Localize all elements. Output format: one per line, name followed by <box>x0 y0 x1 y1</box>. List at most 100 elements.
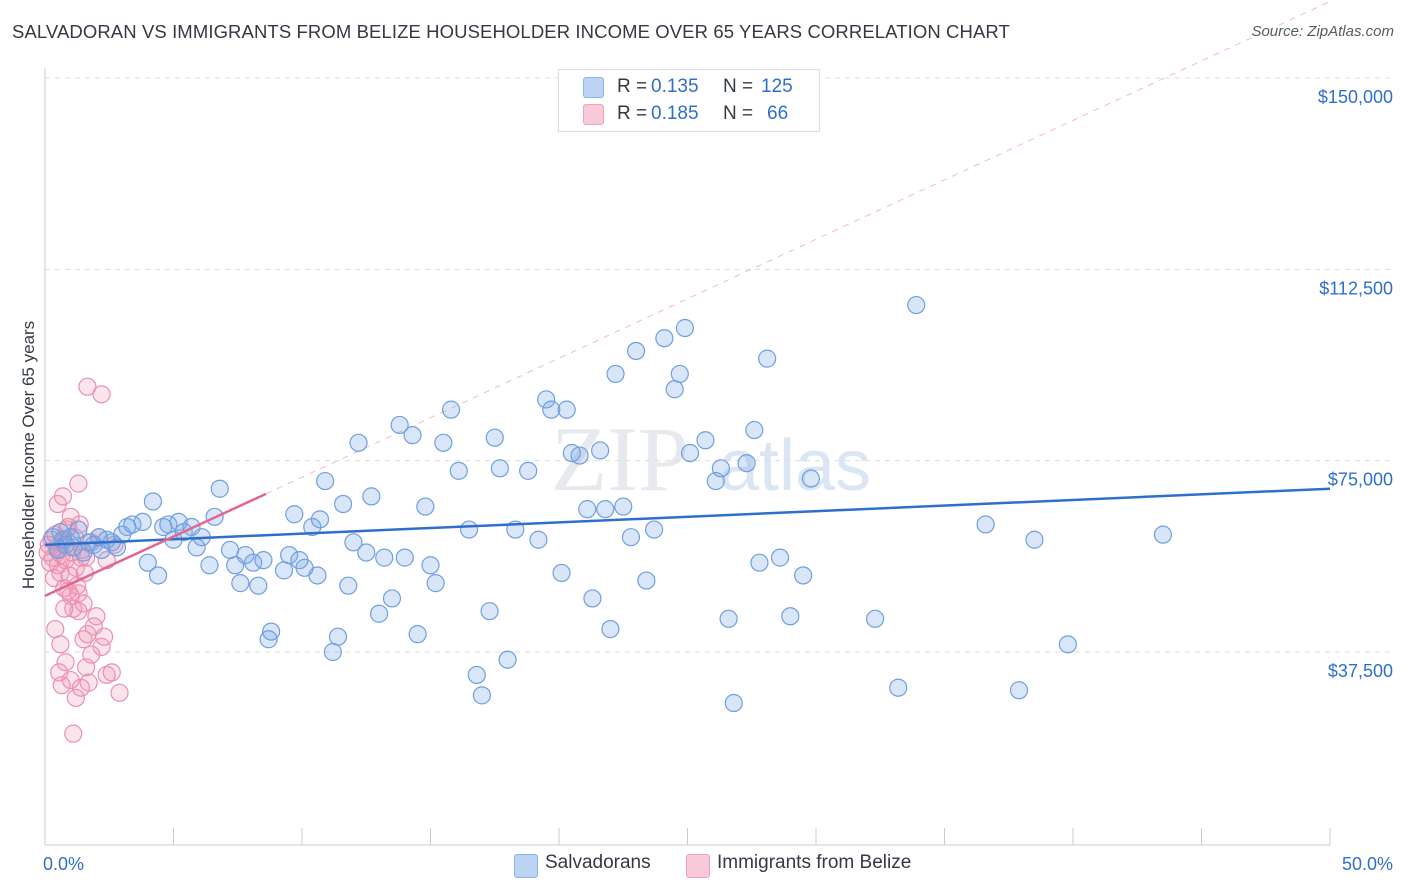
belize-point <box>102 663 121 682</box>
salvadoran-point <box>1025 530 1044 549</box>
legend-swatch-blue <box>514 854 538 878</box>
belize-point <box>79 673 98 692</box>
salvadoran-point <box>308 566 327 585</box>
salvadoran-point <box>416 497 435 516</box>
r-label: R = <box>617 103 648 124</box>
r-value: 0.185 <box>651 103 699 124</box>
belize-point <box>78 625 97 644</box>
legend-swatch-blue <box>583 77 604 98</box>
belize-point <box>69 602 88 621</box>
salvadoran-point <box>1058 635 1077 654</box>
belize-point <box>78 377 97 396</box>
salvadoran-point <box>285 505 304 524</box>
salvadoran-point <box>570 446 589 465</box>
x-tick-label-min: 0.0% <box>43 854 84 874</box>
belize-point <box>64 724 83 743</box>
salvadoran-point <box>339 576 358 595</box>
salvadoran-point <box>403 426 422 445</box>
salvadoran-point <box>249 576 268 595</box>
r-label: R = <box>617 76 648 97</box>
salvadoran-point <box>719 609 738 628</box>
salvadoran-point <box>696 431 715 450</box>
y-tick-label: $75,000 <box>1328 470 1393 490</box>
salvadoran-point <box>490 459 509 478</box>
salvadoran-point <box>395 548 414 567</box>
salvadoran-point <box>542 400 561 419</box>
salvadoran-point <box>637 571 656 590</box>
salvadoran-point <box>310 510 330 529</box>
watermark-zip: ZIP <box>551 408 689 510</box>
salvadoran-point <box>770 548 790 567</box>
y-tick-label: $150,000 <box>1318 87 1393 107</box>
salvadoran-point <box>382 589 402 608</box>
salvadoran-point <box>357 543 376 562</box>
n-label: N = <box>723 103 754 124</box>
salvadoran-point <box>210 479 229 498</box>
salvadoran-point <box>537 390 556 409</box>
salvadoran-point <box>449 461 468 480</box>
n-label: N = <box>723 76 754 97</box>
salvadoran-point <box>655 329 674 348</box>
salvadoran-point <box>200 556 219 575</box>
salvadoran-point <box>578 500 597 519</box>
salvadoran-point <box>601 619 620 639</box>
y-tick-label: $37,500 <box>1328 661 1393 681</box>
salvadoran-point <box>750 553 769 572</box>
salvadoran-point <box>1009 681 1029 700</box>
salvadoran-point <box>390 415 409 435</box>
belize-point <box>95 627 114 646</box>
salvadoran-point <box>552 563 571 583</box>
salvadoran-point <box>519 461 538 480</box>
salvadoran-point <box>480 602 499 621</box>
salvadoran-point <box>626 341 646 361</box>
salvadoran-point <box>745 420 764 440</box>
salvadoran-point <box>441 400 461 419</box>
salvadoran-trend-line <box>44 487 1331 547</box>
legend-swatch-pink <box>583 104 604 125</box>
belize-point <box>53 487 73 506</box>
salvadoran-point <box>976 515 995 534</box>
r-value: 0.135 <box>651 76 699 97</box>
salvadoran-point <box>370 604 389 623</box>
stats-legend: R = 0.135 N = 125 R = 0.185 N = 66 <box>558 69 820 132</box>
belize-point <box>69 474 88 493</box>
salvadoran-point <box>644 520 664 539</box>
salvadoran-point <box>334 494 353 514</box>
salvadoran-point <box>323 642 342 662</box>
salvadoran-point <box>557 400 576 419</box>
salvadoran-point <box>591 441 610 460</box>
salvadoran-point <box>665 380 684 399</box>
salvadoran-point <box>737 454 756 473</box>
salvadoran-point <box>220 540 240 560</box>
watermark: ZIP atlas <box>551 408 871 510</box>
salvadoran-point <box>254 551 273 570</box>
salvadoran-point <box>614 497 633 516</box>
salvadoran-point <box>680 443 700 463</box>
salvadoran-point <box>621 528 641 547</box>
salvadoran-point <box>801 469 820 488</box>
belize-point <box>97 665 116 685</box>
x-tick-label-max: 50.0% <box>1342 854 1393 874</box>
salvadoran-point <box>274 561 294 580</box>
belize-point <box>110 683 129 702</box>
salvadoran-point <box>606 364 625 384</box>
salvadoran-point <box>434 433 453 452</box>
salvadoran-point <box>670 364 689 384</box>
salvadoran-point <box>303 517 322 537</box>
salvadoran-point <box>138 553 157 572</box>
salvadoran-point <box>907 295 926 315</box>
salvadoran-point <box>711 459 731 478</box>
salvadoran-point <box>866 609 885 628</box>
salvadoran-point <box>344 533 363 552</box>
legend-label-belize: Immigrants from Belize <box>717 852 912 873</box>
salvadoran-point <box>724 693 743 713</box>
y-axis-label: Householder Income Over 65 years <box>19 321 38 589</box>
salvadoran-point <box>375 548 394 567</box>
belize-point <box>51 635 70 654</box>
legend-label-salvadorans: Salvadorans <box>545 852 651 873</box>
salvadoran-points <box>43 295 1173 713</box>
salvadoran-point <box>596 500 615 519</box>
belize-point <box>92 385 111 404</box>
chart-title: SALVADORAN VS IMMIGRANTS FROM BELIZE HOU… <box>12 21 1010 42</box>
